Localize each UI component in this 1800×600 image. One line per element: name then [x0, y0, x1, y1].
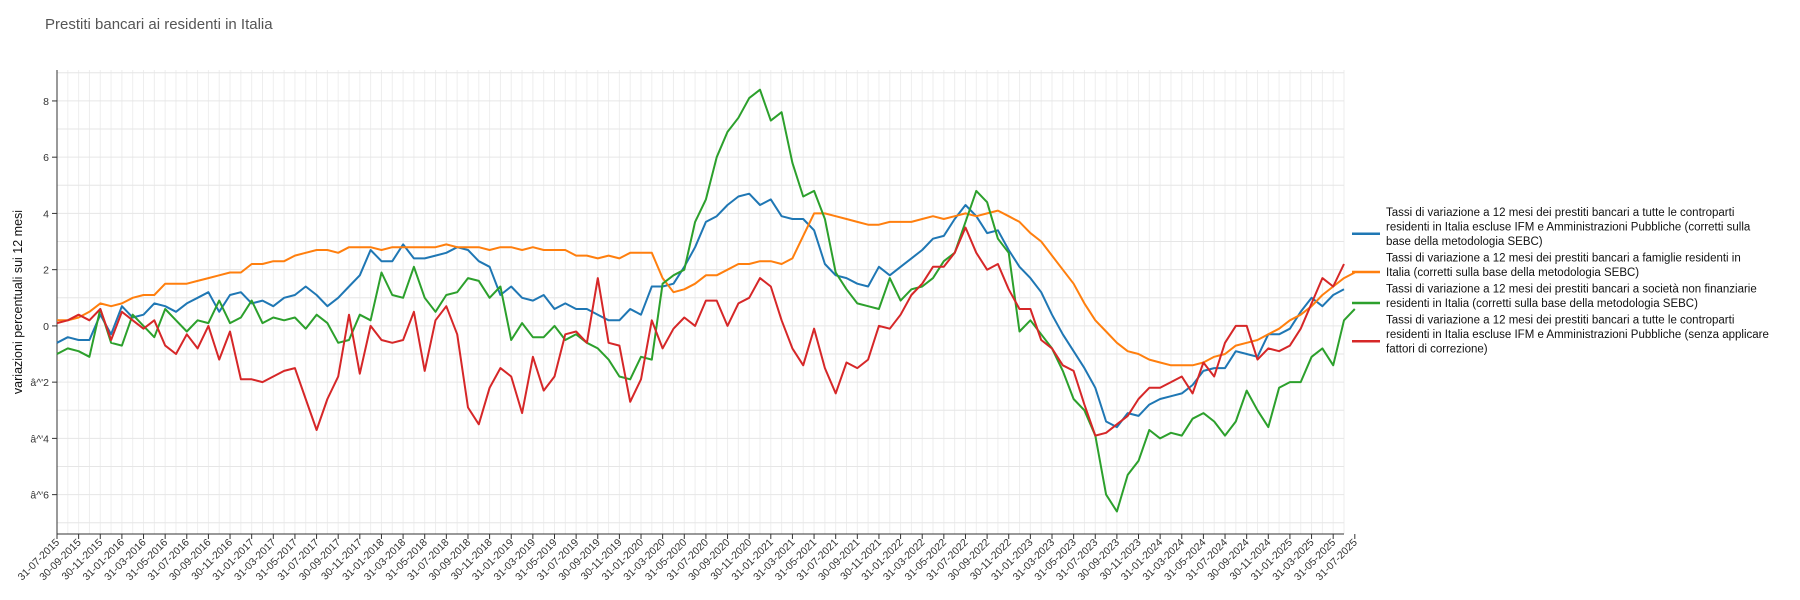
- legend-label: Tassi di variazione a 12 mesi dei presti…: [1386, 315, 1734, 327]
- chart-grid: [56, 70, 1345, 534]
- legend-label: residenti in Italia escluse IFM e Ammini…: [1386, 222, 1751, 234]
- legend-label: base della metodologia SEBC): [1386, 236, 1543, 248]
- y-tick-label: 4: [43, 208, 49, 220]
- page-title: Prestiti bancari ai residenti in Italia: [45, 16, 273, 33]
- y-tick-label: 8: [43, 96, 49, 108]
- series-line-4: [56, 226, 1345, 437]
- series-line-3: [56, 88, 1356, 513]
- y-tick-label: 0: [43, 321, 49, 333]
- x-tick-labels: 31-07-201530-09-201530-11-201531-01-2016…: [16, 537, 1360, 584]
- y-tick-label: â^'4: [30, 433, 49, 445]
- chart-axes: [52, 70, 1356, 539]
- chart-legend: Tassi di variazione a 12 mesi dei presti…: [1352, 207, 1769, 356]
- legend-label: fattori di correzione): [1386, 344, 1488, 356]
- legend-label: Tassi di variazione a 12 mesi dei presti…: [1386, 253, 1741, 265]
- legend-label: Italia (corretti sulla base della metodo…: [1386, 267, 1639, 279]
- y-tick-label: 6: [43, 152, 49, 164]
- y-axis-title: variazioni percentuali sui 12 mesi: [11, 210, 25, 394]
- legend-label: residenti in Italia escluse IFM e Ammini…: [1386, 329, 1769, 341]
- series-line-1: [56, 192, 1345, 429]
- y-tick-labels: 8 6 4 2 0 â^'2 â^'4 â^'6: [30, 96, 49, 502]
- y-tick-label: 2: [43, 265, 49, 277]
- series-line-2: [57, 209, 1356, 367]
- y-tick-label: â^'6: [30, 490, 49, 502]
- chart-series: [56, 88, 1356, 513]
- legend-label: Tassi di variazione a 12 mesi dei presti…: [1386, 207, 1734, 219]
- legend-label: Tassi di variazione a 12 mesi dei presti…: [1386, 284, 1757, 296]
- y-tick-label: â^'2: [30, 377, 49, 389]
- legend-label: residenti in Italia (corretti sulla base…: [1386, 298, 1698, 310]
